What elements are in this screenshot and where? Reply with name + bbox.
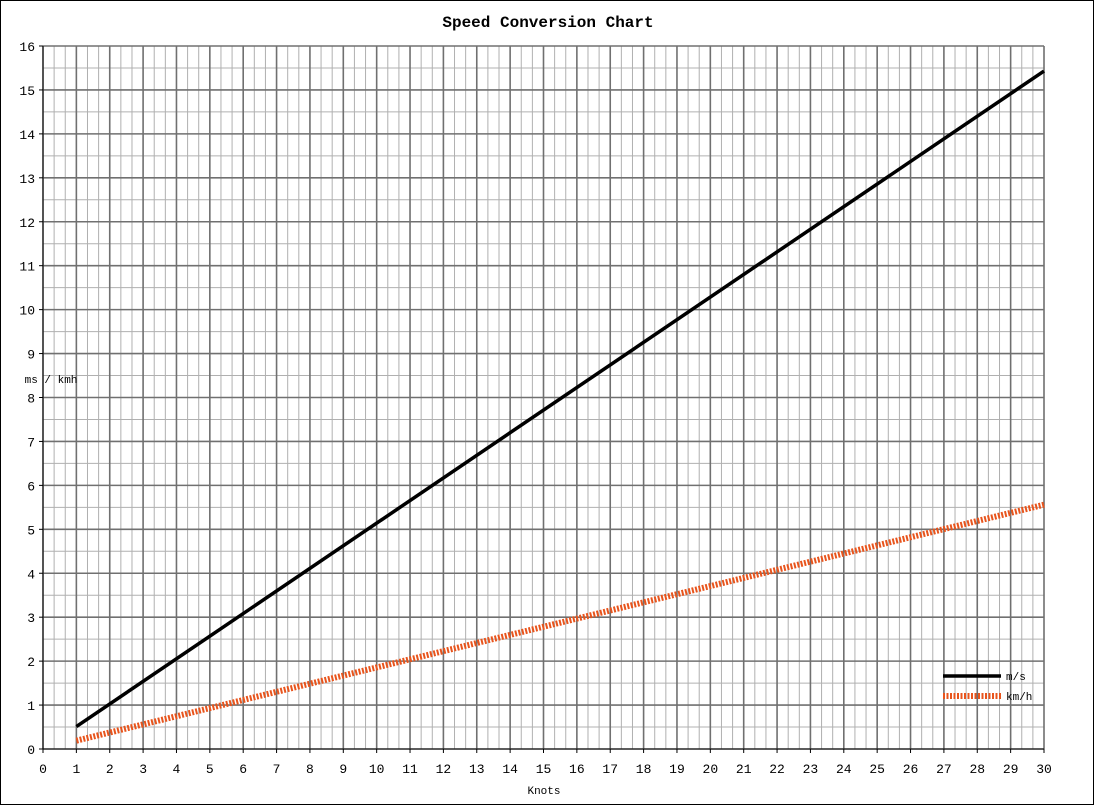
y-tick-label: 8 (27, 392, 35, 407)
y-axis-label: ms / kmh (25, 375, 78, 387)
x-tick-label: 18 (636, 762, 652, 777)
x-tick-label: 11 (402, 762, 418, 777)
x-tick-label: 7 (273, 762, 281, 777)
y-tick-label: 11 (19, 260, 35, 275)
x-tick-label: 1 (72, 762, 80, 777)
legend-label-1: km/h (1006, 692, 1032, 704)
y-tick-label: 13 (19, 172, 35, 187)
y-tick-label: 14 (19, 128, 35, 143)
x-tick-label: 16 (569, 762, 585, 777)
x-tick-label: 27 (936, 762, 952, 777)
y-tick-label: 16 (19, 40, 35, 55)
axes (39, 45, 1045, 753)
x-tick-label: 3 (139, 762, 147, 777)
grid (42, 45, 1045, 750)
y-tick-label: 3 (27, 611, 35, 626)
x-tick-label: 6 (239, 762, 247, 777)
x-tick-label: 0 (39, 762, 47, 777)
y-tick-label: 10 (19, 304, 35, 319)
y-tick-label: 9 (27, 348, 35, 363)
series-lines (75, 69, 1045, 744)
x-tick-label: 23 (803, 762, 819, 777)
legend: m/s km/h (943, 672, 1032, 704)
x-axis-label: Knots (527, 786, 560, 798)
y-tick-label: 4 (27, 567, 35, 582)
x-tick-label: 24 (836, 762, 852, 777)
x-tick-label: 28 (969, 762, 985, 777)
x-tick-label: 9 (339, 762, 347, 777)
y-tick-label: 0 (27, 743, 35, 758)
y-tick-label: 1 (27, 699, 35, 714)
chart-title: Speed Conversion Chart (442, 14, 653, 32)
x-tick-label: 15 (536, 762, 552, 777)
x-tick-label: 30 (1036, 762, 1052, 777)
series-line-1 (75, 501, 1045, 744)
series-line-0 (75, 69, 1045, 729)
x-tick-label: 10 (369, 762, 385, 777)
tick-labels: 0 1 2 3 4 5 6 7 8 9 10 11 12 13 14 15 16 17 18 19 20 21 22 23 24… (19, 40, 1051, 777)
x-tick-label: 12 (436, 762, 452, 777)
x-tick-label: 29 (1003, 762, 1019, 777)
x-tick-label: 20 (703, 762, 719, 777)
y-tick-label: 5 (27, 523, 35, 538)
x-tick-label: 14 (502, 762, 518, 777)
x-tick-label: 22 (769, 762, 785, 777)
x-tick-label: 2 (106, 762, 114, 777)
x-tick-label: 5 (206, 762, 214, 777)
legend-label-0: m/s (1006, 672, 1026, 684)
y-tick-label: 2 (27, 655, 35, 670)
y-tick-label: 12 (19, 216, 35, 231)
y-tick-label: 7 (27, 435, 35, 450)
x-tick-label: 25 (869, 762, 885, 777)
y-tick-label: 6 (27, 479, 35, 494)
x-tick-label: 17 (602, 762, 618, 777)
x-tick-label: 4 (173, 762, 181, 777)
x-tick-label: 13 (469, 762, 485, 777)
x-tick-label: 26 (903, 762, 919, 777)
y-tick-label: 15 (19, 84, 35, 99)
x-tick-label: 19 (669, 762, 685, 777)
x-tick-label: 8 (306, 762, 314, 777)
x-tick-label: 21 (736, 762, 752, 777)
